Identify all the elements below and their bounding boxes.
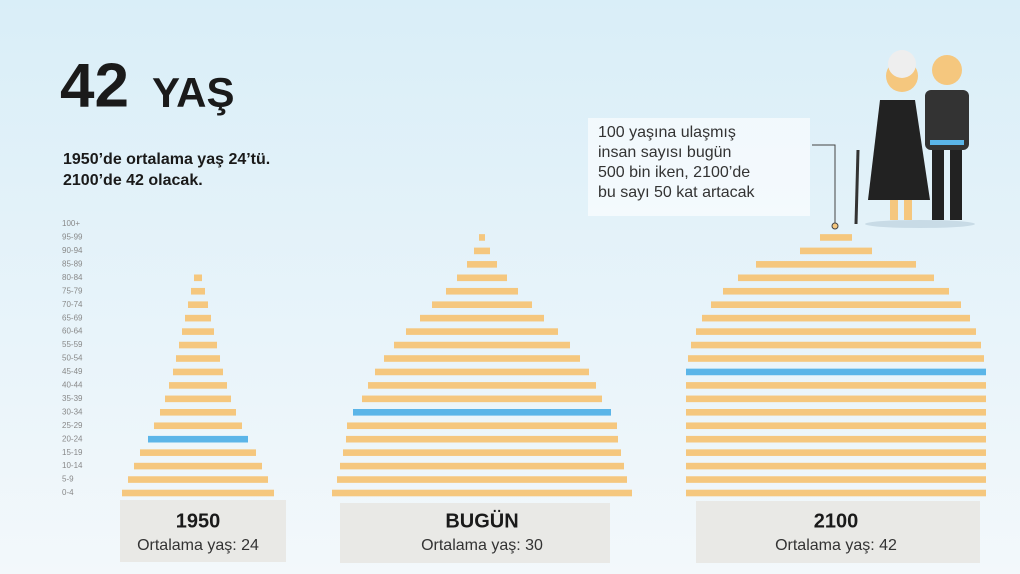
age-label: 100+ bbox=[62, 219, 80, 228]
bar bbox=[191, 288, 205, 295]
bar bbox=[467, 261, 497, 268]
bar bbox=[723, 288, 949, 295]
bar bbox=[384, 355, 580, 362]
bar bbox=[169, 382, 227, 389]
pyramid-label: BUGÜN bbox=[445, 509, 518, 532]
pyramid-caption: Ortalama yaş: 42 bbox=[775, 537, 897, 554]
age-label: 25-29 bbox=[62, 421, 83, 430]
bar bbox=[738, 275, 934, 282]
age-label: 30-34 bbox=[62, 407, 83, 416]
age-label: 85-89 bbox=[62, 259, 83, 268]
headline-number: 42 bbox=[60, 51, 129, 120]
bar bbox=[432, 301, 532, 308]
bar bbox=[165, 396, 231, 403]
annotation: bu sayı 50 kat artacak bbox=[598, 184, 756, 201]
bar bbox=[340, 463, 624, 470]
age-label: 40-44 bbox=[62, 381, 83, 390]
bar bbox=[686, 436, 986, 443]
age-label: 20-24 bbox=[62, 434, 83, 443]
age-label: 95-99 bbox=[62, 233, 83, 242]
bar bbox=[688, 355, 984, 362]
bar bbox=[756, 261, 916, 268]
bar bbox=[353, 409, 611, 416]
age-label: 90-94 bbox=[62, 246, 83, 255]
age-label: 15-19 bbox=[62, 448, 83, 457]
pyramid-label: 2100 bbox=[814, 510, 859, 532]
bar bbox=[179, 342, 217, 349]
age-label: 5-9 bbox=[62, 475, 74, 484]
annotation-dot bbox=[832, 223, 838, 229]
bar bbox=[800, 248, 872, 255]
bar bbox=[346, 436, 618, 443]
annotation: 500 bin iken, 2100’de bbox=[598, 164, 750, 181]
bar bbox=[820, 234, 852, 241]
bar bbox=[702, 315, 970, 322]
annotation: 100 yaşına ulaşmış bbox=[598, 124, 736, 141]
bar bbox=[474, 248, 490, 255]
bar bbox=[686, 409, 986, 416]
bar bbox=[446, 288, 518, 295]
bar bbox=[140, 449, 256, 456]
bar bbox=[160, 409, 236, 416]
bar bbox=[686, 490, 986, 497]
age-label: 50-54 bbox=[62, 354, 83, 363]
bar bbox=[394, 342, 570, 349]
age-label: 60-64 bbox=[62, 327, 83, 336]
bar bbox=[479, 234, 485, 241]
bar bbox=[173, 369, 223, 376]
subtitle: 1950’de ortalama yaş 24’tü. bbox=[63, 151, 270, 168]
bar bbox=[686, 463, 986, 470]
bar bbox=[347, 422, 617, 429]
bar bbox=[686, 476, 986, 483]
bar bbox=[122, 490, 274, 497]
age-label: 10-14 bbox=[62, 461, 83, 470]
bar bbox=[148, 436, 248, 443]
bar bbox=[194, 275, 202, 282]
bar bbox=[185, 315, 211, 322]
age-label: 65-69 bbox=[62, 313, 83, 322]
age-label: 0-4 bbox=[62, 488, 74, 497]
age-label: 35-39 bbox=[62, 394, 83, 403]
bar bbox=[406, 328, 558, 335]
bar bbox=[362, 396, 602, 403]
bar bbox=[420, 315, 544, 322]
bar bbox=[686, 396, 986, 403]
headline-word: YAŞ bbox=[152, 69, 235, 116]
bar bbox=[686, 382, 986, 389]
bar bbox=[368, 382, 596, 389]
bar bbox=[686, 422, 986, 429]
annotation: insan sayısı bugün bbox=[598, 144, 731, 161]
bar bbox=[686, 449, 986, 456]
age-label: 45-49 bbox=[62, 367, 83, 376]
age-label: 75-79 bbox=[62, 286, 83, 295]
bar bbox=[343, 449, 621, 456]
age-label: 70-74 bbox=[62, 300, 83, 309]
bar bbox=[128, 476, 268, 483]
bar bbox=[188, 301, 208, 308]
bar bbox=[332, 490, 632, 497]
bar bbox=[182, 328, 214, 335]
pyramid-caption: Ortalama yaş: 24 bbox=[137, 537, 259, 554]
bar bbox=[337, 476, 627, 483]
bar bbox=[134, 463, 262, 470]
bar bbox=[691, 342, 981, 349]
pyramid-caption: Ortalama yaş: 30 bbox=[421, 537, 543, 554]
bar bbox=[711, 301, 961, 308]
bar bbox=[154, 422, 242, 429]
age-label: 80-84 bbox=[62, 273, 83, 282]
infographic: 42 YAŞ 1950’de ortalama yaş 24’tü. 2100’… bbox=[0, 0, 1020, 574]
bar bbox=[375, 369, 589, 376]
pyramid-label: 1950 bbox=[176, 510, 221, 532]
subtitle: 2100’de 42 olacak. bbox=[63, 172, 203, 189]
bar bbox=[696, 328, 976, 335]
bar bbox=[457, 275, 507, 282]
age-label: 55-59 bbox=[62, 340, 83, 349]
bar bbox=[686, 369, 986, 376]
bar bbox=[176, 355, 220, 362]
